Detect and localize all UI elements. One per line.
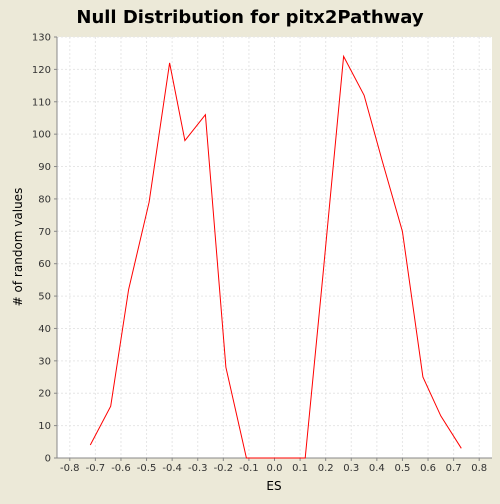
y-tick-label: 50: [38, 292, 51, 303]
x-tick-label: -0.4: [162, 463, 182, 474]
y-axis-label: # of random values: [11, 188, 25, 307]
x-tick-label: -0.1: [239, 463, 259, 474]
x-tick-label: -0.3: [188, 463, 208, 474]
plot-area: [57, 37, 492, 458]
x-tick-label: 0.6: [420, 463, 436, 474]
y-tick-label: 130: [32, 33, 51, 44]
y-tick-label: 80: [38, 194, 51, 205]
series-line: [89, 54, 462, 459]
y-tick-label: 0: [45, 454, 51, 465]
x-tick-label: 0.5: [394, 463, 410, 474]
x-tick-label: 0.1: [292, 463, 308, 474]
y-tick-label: 90: [38, 162, 51, 173]
x-tick-label: 0.2: [318, 463, 334, 474]
x-tick-label: -0.2: [214, 463, 234, 474]
y-tick-label: 10: [38, 421, 51, 432]
x-tick-label: 0.4: [369, 463, 385, 474]
y-tick-label: 120: [32, 65, 51, 76]
x-tick-label: 0.8: [471, 463, 487, 474]
x-axis-ticks: -0.8 -0.7 -0.6 -0.5 -0.4 -0.3 -0.2 -0.1 0.0 0.1 0.…: [60, 458, 487, 474]
y-tick-label: 20: [38, 389, 51, 400]
x-tick-label: -0.7: [86, 463, 106, 474]
y-tick-label: 30: [38, 356, 51, 367]
x-axis-label: ES: [266, 479, 281, 493]
y-tick-label: 70: [38, 227, 51, 238]
x-tick-label: -0.8: [60, 463, 80, 474]
y-tick-label: 40: [38, 324, 51, 335]
y-tick-label: 100: [32, 130, 51, 141]
y-tick-label: 110: [32, 97, 51, 108]
x-tick-label: 0.3: [343, 463, 359, 474]
x-tick-label: 0.7: [446, 463, 462, 474]
y-axis-ticks: 0 10 20 30 40 50 60 70 80 90 100 110 120 130: [32, 33, 57, 465]
y-tick-label: 60: [38, 259, 51, 270]
x-tick-label: -0.5: [137, 463, 157, 474]
x-tick-label: 0.0: [267, 463, 283, 474]
chart-title: Null Distribution for pitx2Pathway: [76, 7, 424, 28]
x-tick-label: -0.6: [111, 463, 131, 474]
series-layer: [89, 54, 462, 459]
